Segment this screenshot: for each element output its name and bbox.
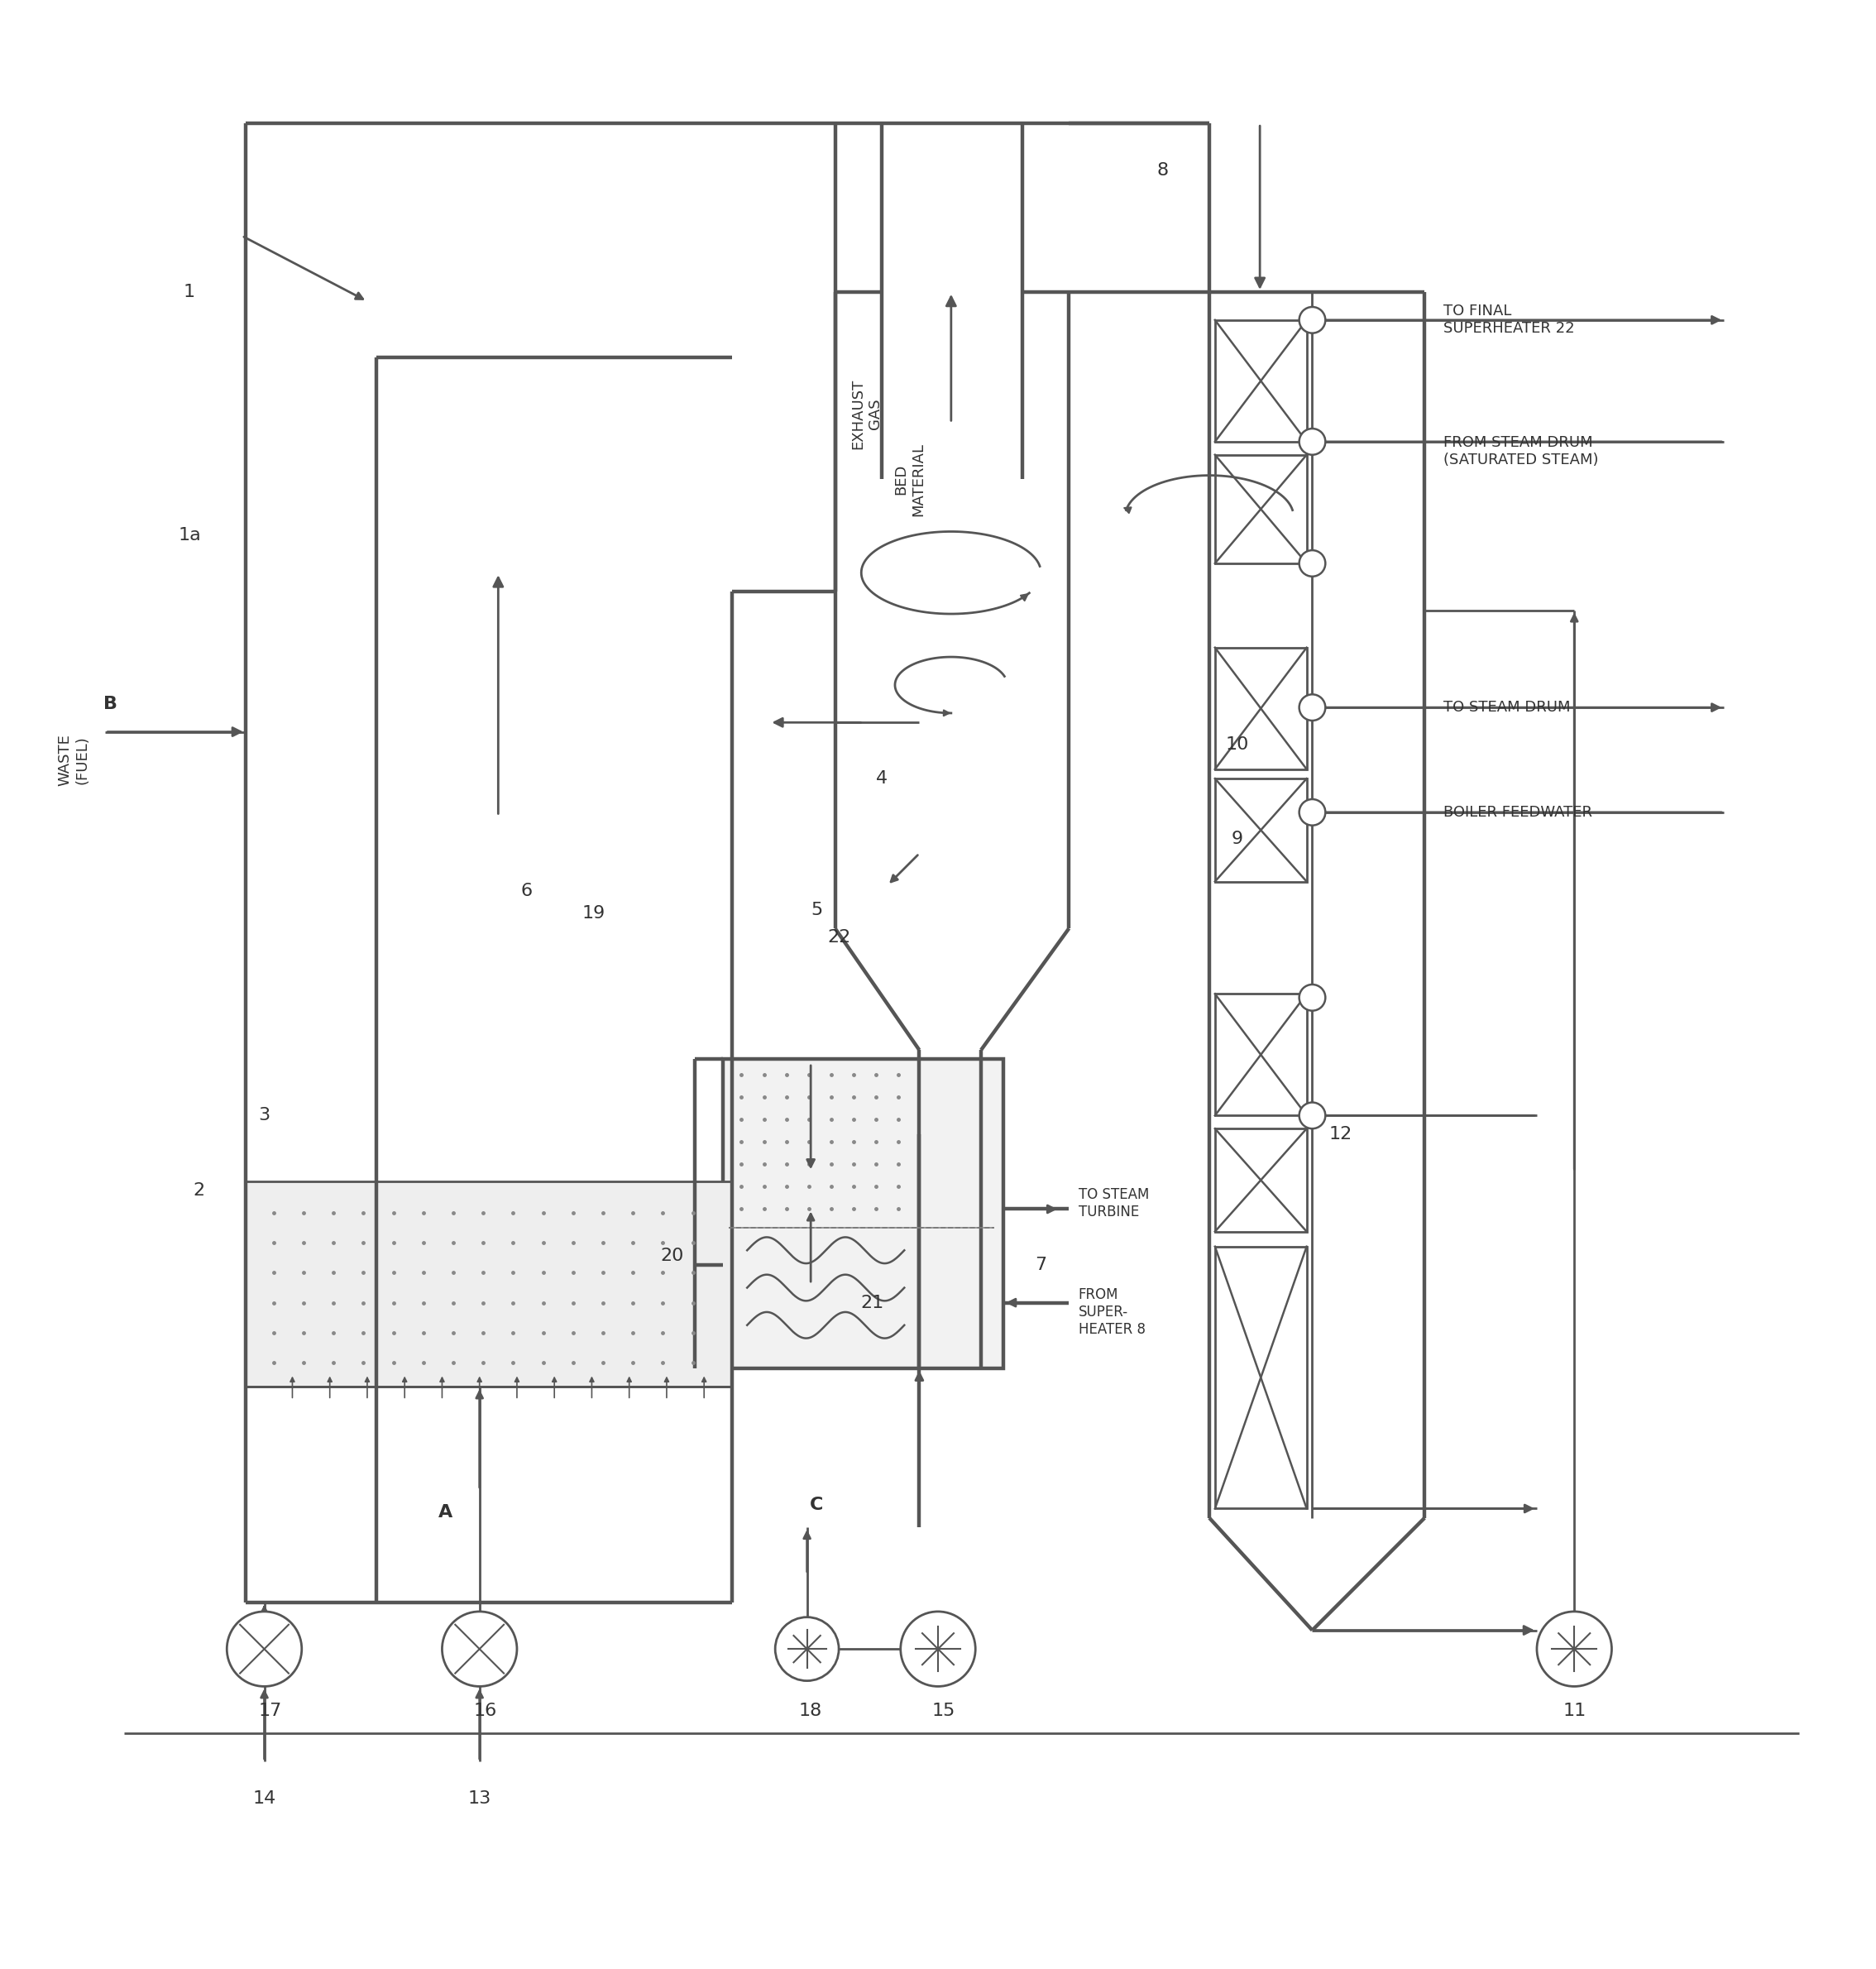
Text: 21: 21 bbox=[861, 1294, 884, 1311]
Bar bbox=[722, 1059, 1004, 1368]
Circle shape bbox=[227, 1611, 302, 1685]
Text: 12: 12 bbox=[1328, 1126, 1353, 1142]
Text: 13: 13 bbox=[467, 1790, 492, 1808]
Bar bbox=[1216, 455, 1308, 563]
Bar bbox=[1216, 648, 1308, 770]
Text: 5: 5 bbox=[810, 902, 822, 918]
Text: 14: 14 bbox=[253, 1790, 276, 1808]
Text: TO STEAM DRUM: TO STEAM DRUM bbox=[1443, 701, 1570, 715]
Bar bbox=[1216, 1128, 1308, 1231]
Circle shape bbox=[1536, 1611, 1611, 1685]
Text: WASTE
(FUEL): WASTE (FUEL) bbox=[58, 734, 90, 786]
Bar bbox=[1216, 1246, 1308, 1508]
Text: C: C bbox=[810, 1496, 824, 1512]
Text: 15: 15 bbox=[932, 1703, 955, 1719]
Text: 16: 16 bbox=[473, 1703, 497, 1719]
Circle shape bbox=[1300, 695, 1324, 721]
Circle shape bbox=[1300, 549, 1324, 577]
Text: B: B bbox=[103, 695, 118, 713]
Text: 18: 18 bbox=[799, 1703, 822, 1719]
Circle shape bbox=[1300, 429, 1324, 455]
Bar bbox=[1216, 778, 1308, 882]
Circle shape bbox=[443, 1611, 518, 1685]
Text: 1a: 1a bbox=[178, 528, 201, 543]
Circle shape bbox=[1300, 984, 1324, 1010]
Text: 4: 4 bbox=[876, 770, 887, 788]
Circle shape bbox=[775, 1617, 839, 1682]
Text: 19: 19 bbox=[582, 906, 606, 921]
Text: FROM STEAM DRUM
(SATURATED STEAM): FROM STEAM DRUM (SATURATED STEAM) bbox=[1443, 435, 1598, 467]
Text: 11: 11 bbox=[1563, 1703, 1585, 1719]
Bar bbox=[1216, 321, 1308, 441]
Text: FROM
SUPER-
HEATER 8: FROM SUPER- HEATER 8 bbox=[1079, 1288, 1146, 1337]
Text: 1: 1 bbox=[184, 284, 195, 299]
Circle shape bbox=[1300, 307, 1324, 333]
Text: 17: 17 bbox=[259, 1703, 281, 1719]
Circle shape bbox=[1300, 799, 1324, 825]
Text: BOILER FEEDWATER: BOILER FEEDWATER bbox=[1443, 805, 1593, 819]
Text: 20: 20 bbox=[660, 1248, 685, 1264]
Text: 9: 9 bbox=[1231, 831, 1244, 847]
Bar bbox=[1216, 994, 1308, 1116]
Text: 6: 6 bbox=[520, 882, 533, 900]
Text: TO STEAM
TURBINE: TO STEAM TURBINE bbox=[1079, 1187, 1148, 1219]
Circle shape bbox=[900, 1611, 976, 1685]
Text: EXHAUST
GAS: EXHAUST GAS bbox=[852, 378, 884, 449]
Bar bbox=[246, 1181, 732, 1386]
Circle shape bbox=[1300, 1103, 1324, 1128]
Text: 7: 7 bbox=[1036, 1256, 1047, 1274]
Text: TO FINAL
SUPERHEATER 22: TO FINAL SUPERHEATER 22 bbox=[1443, 303, 1574, 337]
Text: 8: 8 bbox=[1157, 161, 1169, 179]
Text: A: A bbox=[439, 1504, 452, 1520]
Text: 10: 10 bbox=[1225, 736, 1249, 754]
Text: 22: 22 bbox=[827, 929, 850, 945]
Text: 3: 3 bbox=[259, 1107, 270, 1124]
Text: 2: 2 bbox=[193, 1181, 204, 1199]
Text: BED
MATERIAL: BED MATERIAL bbox=[893, 443, 927, 516]
